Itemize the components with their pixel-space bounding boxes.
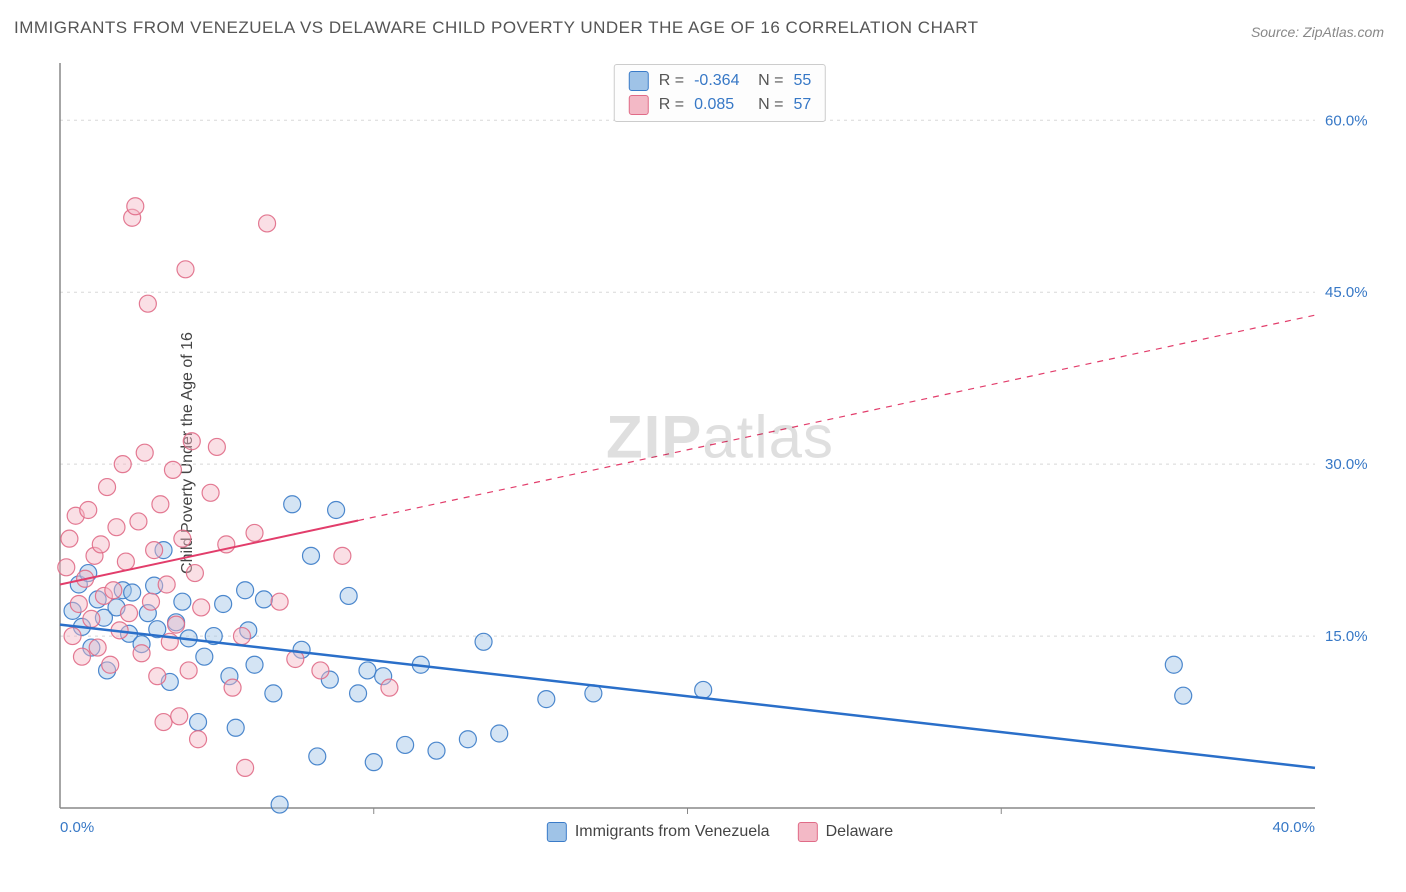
svg-text:60.0%: 60.0% [1325, 112, 1368, 129]
legend-swatch-icon [629, 95, 649, 115]
scatter-plot: 15.0% 30.0% 45.0% 60.0% 0.0% 40.0% [55, 58, 1385, 848]
svg-text:45.0%: 45.0% [1325, 284, 1368, 301]
correlation-legend: R = -0.364N = 55 R = 0.085N = 57 [614, 64, 826, 122]
source-attribution: Source: ZipAtlas.com [1251, 24, 1384, 40]
svg-text:30.0%: 30.0% [1325, 456, 1368, 473]
legend-swatch-icon [798, 822, 818, 842]
svg-text:0.0%: 0.0% [60, 819, 94, 836]
legend-item: Immigrants from Venezuela [547, 822, 770, 842]
legend-swatch-icon [547, 822, 567, 842]
corr-row: R = 0.085N = 57 [629, 95, 811, 115]
svg-text:15.0%: 15.0% [1325, 628, 1368, 645]
legend-item: Delaware [798, 822, 894, 842]
chart-area: Child Poverty Under the Age of 16 15.0%3… [55, 58, 1385, 848]
legend-label: Delaware [826, 823, 894, 841]
series-legend: Immigrants from Venezuela Delaware [547, 822, 893, 842]
chart-title: IMMIGRANTS FROM VENEZUELA VS DELAWARE CH… [14, 18, 979, 38]
legend-swatch-icon [629, 71, 649, 91]
svg-text:40.0%: 40.0% [1272, 819, 1315, 836]
legend-label: Immigrants from Venezuela [575, 823, 770, 841]
corr-row: R = -0.364N = 55 [629, 71, 811, 91]
